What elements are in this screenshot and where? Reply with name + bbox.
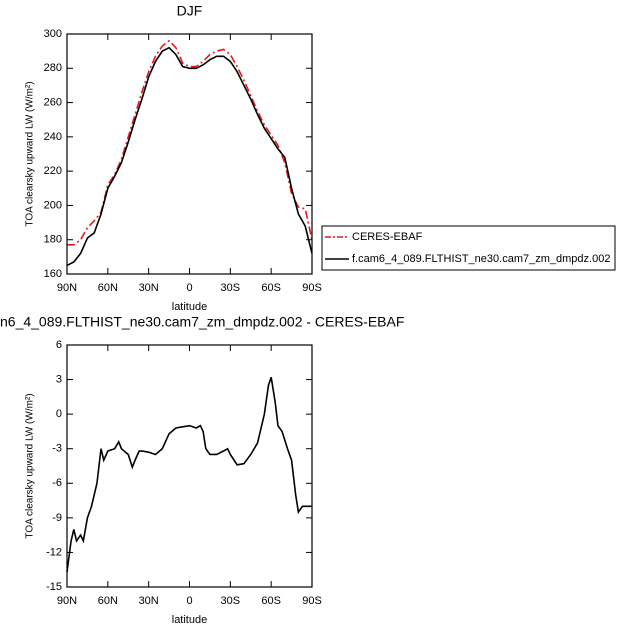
chart-title: n6_4_089.FLTHIST_ne30.cam7_zm_dmpdz.002 …	[0, 314, 404, 330]
y-tick-label: -6	[52, 477, 62, 489]
x-tick-label: 60N	[98, 595, 118, 607]
x-tick-label: 0	[186, 282, 192, 294]
chart-title: DJF	[177, 3, 203, 19]
plot-frame	[66, 33, 313, 275]
y-axis-label: TOA clearsky upward LW (W/m²)	[25, 81, 36, 226]
x-tick-label: 60N	[98, 282, 118, 294]
x-tick-label: 30N	[139, 282, 159, 294]
y-tick-label: 160	[44, 268, 62, 280]
y-tick-label: 180	[44, 234, 62, 246]
y-tick-label: 220	[44, 165, 62, 177]
y-tick-label: -3	[52, 443, 62, 455]
legend-box	[321, 225, 616, 271]
x-tick-label: 30S	[221, 282, 241, 294]
y-tick-label: -15	[46, 581, 62, 593]
y-tick-label: -12	[46, 546, 62, 558]
y-tick-label: 6	[56, 339, 62, 351]
y-tick-label: 240	[44, 131, 62, 143]
line	[67, 39, 313, 246]
plot-frame	[66, 344, 313, 588]
x-tick-label: 90N	[57, 595, 77, 607]
x-tick-label: 60S	[261, 595, 281, 607]
legend-label: f.cam6_4_089.FLTHIST_ne30.cam7_zm_dmpdz.…	[352, 253, 610, 265]
x-tick-label: 90S	[302, 282, 322, 294]
line	[66, 377, 312, 573]
y-tick-label: 280	[44, 62, 62, 74]
x-tick-label: 30S	[221, 595, 241, 607]
y-axis-label: TOA clearsky upward LW (W/m²)	[25, 393, 36, 538]
x-axis-label: latitude	[172, 301, 207, 313]
x-tick-label: 30N	[139, 595, 159, 607]
x-tick-label: 90N	[57, 282, 77, 294]
y-tick-label: 3	[56, 373, 62, 385]
y-tick-label: 260	[44, 96, 62, 108]
y-tick-label: 0	[56, 408, 62, 420]
x-tick-label: 0	[186, 595, 192, 607]
x-tick-label: 60S	[261, 282, 281, 294]
x-axis-label: latitude	[172, 614, 207, 626]
y-tick-label: -9	[52, 512, 62, 524]
y-tick-label: 200	[44, 199, 62, 211]
y-tick-label: 300	[44, 28, 62, 40]
legend-label: CERES-EBAF	[352, 231, 423, 243]
x-tick-label: 90S	[302, 595, 322, 607]
line	[66, 46, 313, 267]
